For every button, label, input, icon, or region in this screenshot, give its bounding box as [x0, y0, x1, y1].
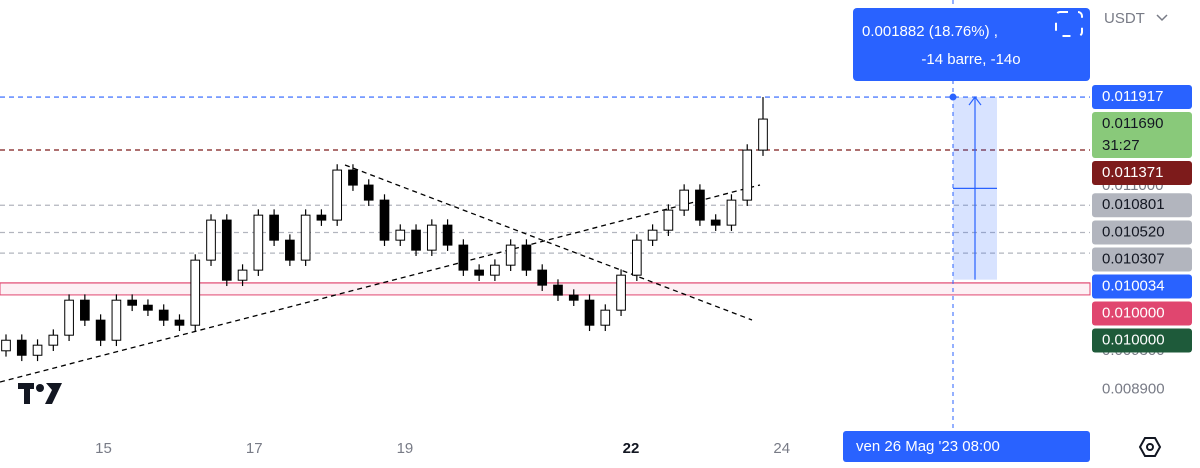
price-label-bg: [1092, 301, 1192, 326]
price-label: 0.010000: [1102, 304, 1165, 321]
trend-line: [0, 184, 761, 383]
candle-body: [316, 214, 327, 221]
candle-body: [584, 299, 595, 326]
candle-body: [379, 199, 390, 241]
settings-icon: [1146, 443, 1154, 451]
price-label-bg: [1092, 274, 1192, 299]
candle-body: [111, 299, 122, 341]
price-label: 0.011690: [1102, 115, 1163, 132]
candle-body: [127, 299, 138, 306]
price-label: 0.010520: [1102, 223, 1165, 240]
candle-body: [143, 304, 153, 311]
price-label: 0.010801: [1102, 196, 1165, 213]
candle-body: [631, 239, 642, 276]
price-label: 0.010034: [1102, 277, 1165, 294]
logo: [18, 383, 62, 404]
x-tick-label: 17: [246, 440, 263, 457]
candle-body: [395, 229, 406, 241]
measure-point: [949, 93, 957, 101]
candle-body: [695, 189, 705, 221]
candle-body: [95, 319, 106, 341]
price-label-bg: [1092, 161, 1192, 186]
x-tick-label: 19: [397, 440, 414, 457]
candle-body: [474, 269, 484, 276]
x-tick-label: 22: [623, 440, 640, 457]
candle-body: [663, 209, 674, 231]
price-label: 0.011917: [1102, 88, 1163, 105]
candle-body: [348, 169, 358, 186]
candle-body: [64, 299, 74, 336]
measure-text: -14 barre, -14o: [921, 51, 1020, 68]
candle-body: [647, 229, 658, 241]
candle-body: [742, 149, 753, 201]
currency-chevron[interactable]: [1156, 14, 1168, 22]
candle-body: [300, 214, 311, 261]
candle-body: [1, 339, 11, 352]
price-label-bg: [1092, 328, 1192, 353]
candle-body: [158, 309, 169, 321]
price-label-bg: [1092, 220, 1192, 245]
candle-body: [363, 184, 374, 201]
candle-body: [48, 334, 59, 346]
price-label-bg: [1092, 112, 1192, 159]
candle-body: [174, 319, 185, 326]
candle-body: [206, 219, 216, 261]
candle-body: [710, 219, 721, 226]
candle-body: [553, 284, 563, 296]
candle-body: [332, 169, 343, 221]
candle-body: [505, 244, 516, 266]
candle-body: [679, 189, 689, 211]
measure-text: 0.001882 (18.76%) ,: [862, 23, 998, 40]
candle-body: [237, 269, 248, 281]
price-label-bg: [1092, 193, 1192, 218]
candle-body: [568, 294, 579, 301]
candle-body: [600, 309, 611, 326]
candle-body: [32, 344, 43, 356]
currency-label[interactable]: USDT: [1104, 10, 1145, 27]
candle-body: [521, 244, 532, 271]
candle-body: [426, 224, 437, 251]
candle-body: [269, 214, 279, 241]
measure-arrowhead: [968, 96, 982, 106]
candle-body: [253, 214, 264, 271]
measure-tooltip: [853, 8, 1090, 81]
date-label-bg: [843, 431, 1090, 462]
candle-body: [726, 199, 737, 226]
candle-body: [221, 219, 232, 281]
y-tick-label: 0.008900: [1102, 381, 1165, 398]
date-label: ven 26 Mag '23 08:00: [856, 438, 1000, 455]
settings-button[interactable]: [1138, 437, 1162, 457]
candle-body: [285, 239, 295, 261]
price-label-bg: [1092, 85, 1192, 110]
candle-body: [458, 244, 469, 271]
candle-body: [490, 264, 500, 276]
price-label: 0.010000: [1102, 331, 1165, 348]
screenshot-icon: [1055, 11, 1083, 37]
candle-body: [411, 229, 421, 251]
x-tick-label: 15: [95, 440, 112, 457]
price-label: 0.010307: [1102, 250, 1165, 267]
candle-body: [537, 269, 548, 286]
candle-body: [616, 274, 626, 311]
candle-body: [80, 299, 90, 321]
candle-body: [442, 224, 453, 246]
trend-line: [344, 164, 753, 321]
candle-body: [16, 339, 27, 356]
candle-body: [190, 259, 201, 326]
candle-body: [758, 118, 768, 151]
price-countdown: 31:27: [1102, 137, 1140, 154]
x-tick-label: 24: [773, 440, 790, 457]
price-label-bg: [1092, 247, 1192, 272]
price-label: 0.011371: [1102, 164, 1163, 181]
